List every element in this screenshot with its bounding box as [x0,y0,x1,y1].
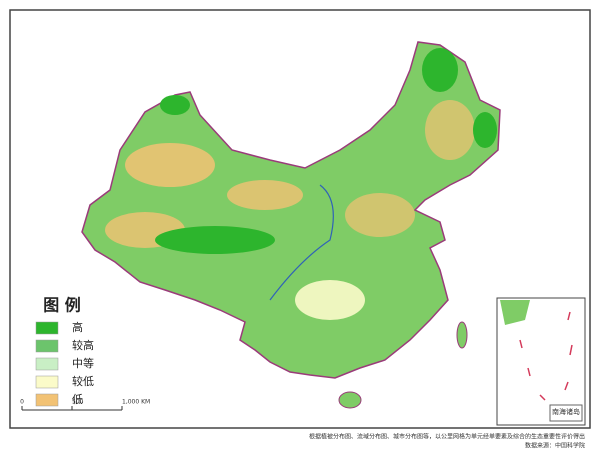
legend-title: 图 例 [43,296,81,315]
footnote-line: 根据植被分布图、流域分布图、城市分布图等，以公里网格为单元经单要素及综合的生态重… [309,433,585,441]
lower-region [295,280,365,320]
high-region [422,48,458,92]
legend-swatch [35,321,59,335]
high-region [155,226,275,254]
low-region [425,100,475,160]
inset-label-box [549,404,583,422]
scale-label: 500 [72,399,84,406]
scale-label: 0 [20,399,24,406]
legend-swatch [35,393,59,407]
low-region [125,143,215,187]
high-region [160,95,190,115]
legend-swatch [35,375,59,389]
legend-label: 较高 [72,338,94,352]
footnote: 根据植被分布图、流域分布图、城市分布图等，以公里网格为单元经单要素及综合的生态重… [309,433,585,450]
china-outline [81,41,501,379]
legend-label: 中等 [72,356,94,370]
legend-swatch [35,339,59,353]
river-basin-line [269,184,334,301]
hainan-island [338,391,362,409]
legend-swatch [35,357,59,371]
inset-land [500,300,530,325]
low-region [227,180,303,210]
footnote-line: 数据来源：中国科学院 [525,442,585,450]
inset-label: 南海诸岛 [552,407,580,416]
low-region [345,193,415,237]
legend-label: 高 [72,320,83,334]
legend-label: 低 [72,393,83,406]
legend-label: 较低 [72,374,94,388]
scale-label: 1,000 KM [122,399,150,406]
high-region [473,112,497,148]
scale: 0 500 1,000 KM [20,399,150,410]
nine-dash-line [519,311,573,401]
taiwan-island [456,321,468,349]
